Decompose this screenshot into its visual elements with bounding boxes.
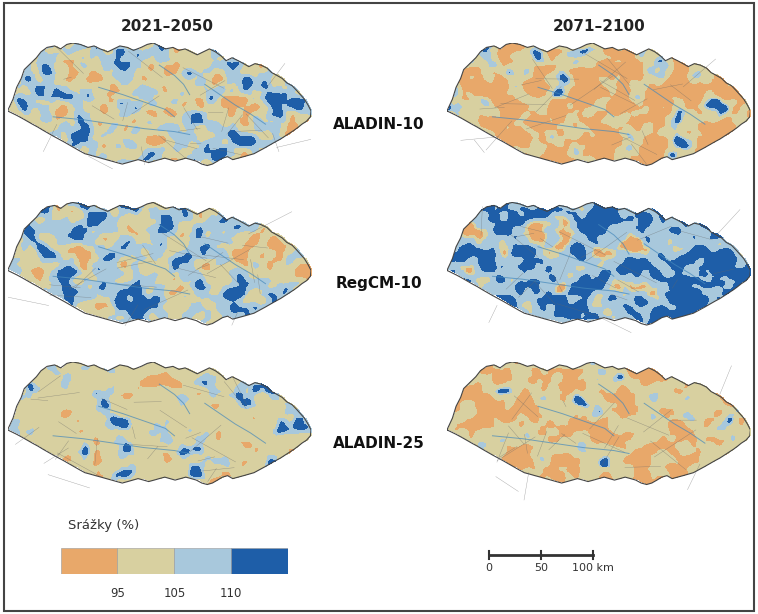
Text: RegCM-10: RegCM-10: [336, 276, 422, 291]
Text: Srážky (%): Srážky (%): [68, 519, 139, 532]
Text: 110: 110: [220, 587, 243, 600]
Bar: [117, 548, 174, 574]
Bar: [61, 548, 117, 574]
Text: 2021–2050: 2021–2050: [121, 19, 213, 34]
Text: 50: 50: [534, 563, 548, 573]
Text: ALADIN-25: ALADIN-25: [333, 436, 425, 451]
Bar: [231, 548, 288, 574]
Bar: [174, 548, 231, 574]
Text: 0: 0: [485, 563, 493, 573]
Text: 105: 105: [163, 587, 186, 600]
Text: 2071–2100: 2071–2100: [553, 19, 645, 34]
Text: 95: 95: [110, 587, 125, 600]
Text: ALADIN-10: ALADIN-10: [334, 117, 424, 131]
Text: 100 km: 100 km: [572, 563, 614, 573]
